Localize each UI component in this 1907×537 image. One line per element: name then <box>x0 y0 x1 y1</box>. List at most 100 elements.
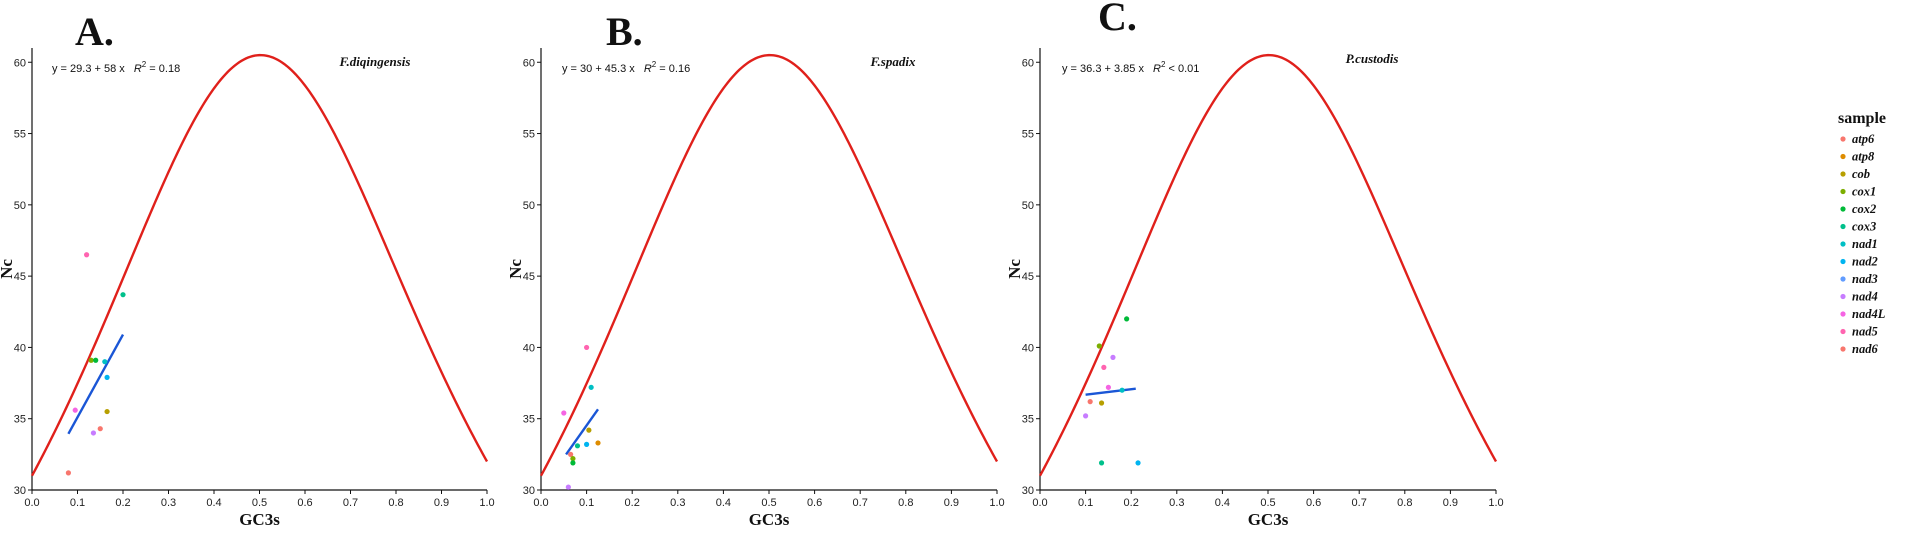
y-tick-label: 55 <box>523 129 535 141</box>
y-axis-title: Nc <box>506 259 525 279</box>
y-tick-label: 40 <box>523 342 535 354</box>
x-axis-title: GC3s <box>239 510 280 529</box>
data-point-nad4 <box>565 484 571 490</box>
x-tick-label: 0.5 <box>1260 497 1275 509</box>
y-tick-label: 30 <box>14 485 26 497</box>
equation-text: y = 30 + 45.3 x <box>562 63 638 75</box>
x-tick-label: 0.8 <box>388 497 403 509</box>
data-point-nad5 <box>84 252 90 258</box>
r-squared-label: R <box>1153 63 1161 75</box>
regression-line <box>67 334 125 435</box>
x-tick-label: 0.3 <box>161 497 176 509</box>
equation-text: y = 36.3 + 3.85 x <box>1062 63 1147 75</box>
x-tick-label: 0.1 <box>1078 497 1093 509</box>
x-tick-label: 0.7 <box>1352 497 1367 509</box>
legend-title: sample <box>1838 110 1886 127</box>
y-tick-label: 45 <box>14 271 26 283</box>
panel-letter: C. <box>1098 0 1137 39</box>
y-tick-label: 35 <box>14 414 26 426</box>
legend-label: cox1 <box>1852 185 1876 199</box>
regression-equation: y = 29.3 + 58 x R2 = 0.18 <box>52 60 180 75</box>
data-point-atp6 <box>1087 399 1093 405</box>
legend-swatch <box>1840 206 1846 212</box>
species-name: F.spadix <box>870 54 916 69</box>
y-tick-label: 35 <box>1022 414 1034 426</box>
x-tick-label: 0.2 <box>1124 497 1139 509</box>
y-tick-label: 40 <box>14 342 26 354</box>
legend-swatch <box>1840 188 1846 195</box>
y-tick-label: 50 <box>14 200 26 212</box>
data-point-nad6 <box>65 470 71 476</box>
regression-line <box>1085 387 1136 396</box>
regression-equation: y = 30 + 45.3 x R2 = 0.16 <box>562 60 690 75</box>
x-tick-label: 0.9 <box>1443 497 1458 509</box>
data-point-cox2 <box>570 460 576 466</box>
species-name: F.diqingensis <box>339 54 411 69</box>
legend-label: nad5 <box>1852 325 1878 339</box>
x-tick-label: 0.0 <box>533 497 548 509</box>
expected-nc-curve <box>1038 53 1498 477</box>
x-tick-label: 0.3 <box>670 497 685 509</box>
data-point-cob <box>104 408 110 415</box>
data-point-nad5 <box>584 344 590 351</box>
legend-swatch <box>1840 346 1846 352</box>
legend-swatch <box>1840 311 1846 317</box>
legend-swatch <box>1840 153 1846 160</box>
legend-swatch <box>1840 171 1846 177</box>
legend-label: atp8 <box>1852 150 1875 164</box>
legend-label: nad2 <box>1852 255 1878 269</box>
y-tick-label: 55 <box>14 129 26 141</box>
data-point-nad6 <box>568 451 574 457</box>
x-tick-label: 1.0 <box>1488 497 1503 509</box>
legend-swatch <box>1840 136 1846 142</box>
legend-swatch <box>1840 223 1846 230</box>
equation-text: y = 29.3 + 58 x <box>52 63 128 75</box>
x-tick-label: 1.0 <box>479 497 494 509</box>
species-name: P.custodis <box>1346 51 1399 66</box>
data-point-nad5 <box>1101 364 1107 370</box>
x-tick-label: 0.2 <box>115 497 130 509</box>
legend-label: nad3 <box>1852 272 1878 286</box>
data-point-nad4L <box>72 407 78 413</box>
legend-label: atp6 <box>1852 132 1875 146</box>
x-tick-label: 0.5 <box>252 497 267 509</box>
expected-nc-curve <box>30 53 489 477</box>
y-tick-label: 60 <box>1022 57 1034 69</box>
data-point-cox1 <box>570 456 576 462</box>
y-tick-label: 30 <box>1022 485 1034 497</box>
x-tick-label: 0.8 <box>1397 497 1412 509</box>
y-tick-label: 60 <box>523 57 535 69</box>
x-axis-title: GC3s <box>749 510 790 529</box>
y-tick-label: 35 <box>523 414 535 426</box>
legend-label: nad1 <box>1852 237 1878 251</box>
x-tick-label: 0.1 <box>70 497 85 509</box>
x-tick-label: 0.4 <box>206 497 221 509</box>
legend-swatch <box>1840 276 1846 282</box>
data-point-cob <box>1098 400 1105 406</box>
y-tick-label: 50 <box>1022 200 1034 212</box>
x-tick-label: 0.7 <box>343 497 358 509</box>
data-point-cox2 <box>1124 316 1130 322</box>
legend-label: cob <box>1852 167 1870 181</box>
panel-b: 0.0 0.1 0.2 0.3 0.4 0.5 0.6 0.7 0.8 0.9 1.0 30 35 40 4… <box>506 9 1005 529</box>
data-point-nad2 <box>584 441 590 447</box>
r-squared-value: = 0.18 <box>146 63 180 75</box>
panel-a: 0.0 0.1 0.2 0.3 0.4 0.5 0.6 0.7 0.8 0.9 1.0 30 35 40 4… <box>0 9 495 529</box>
data-point-nad1 <box>102 359 108 365</box>
data-point-nad1 <box>1119 387 1125 393</box>
data-point-atp6 <box>97 426 103 432</box>
data-point-nad4L <box>1105 384 1111 390</box>
legend-swatch <box>1840 258 1846 265</box>
panel-letter: B. <box>606 9 643 54</box>
x-axis-title: GC3s <box>1248 510 1289 529</box>
x-tick-label: 0.9 <box>944 497 959 509</box>
x-tick-label: 0.4 <box>1215 497 1230 509</box>
y-axis-title: Nc <box>0 259 16 279</box>
data-point-nad3 <box>1110 354 1116 360</box>
legend-swatch <box>1840 241 1846 247</box>
data-point-nad2 <box>104 374 110 380</box>
data-point-atp8 <box>595 440 601 446</box>
data-point-cob <box>586 427 592 433</box>
r-squared-exponent: 2 <box>1161 60 1166 69</box>
x-tick-label: 0.0 <box>1032 497 1047 509</box>
